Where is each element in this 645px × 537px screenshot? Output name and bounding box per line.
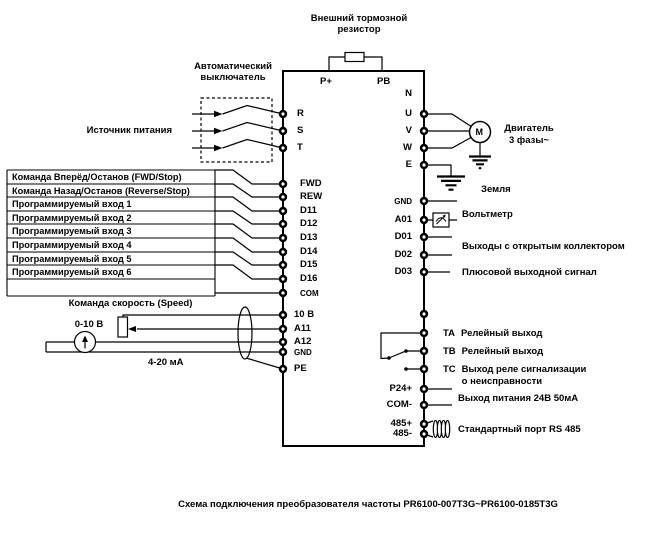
input-row-label: Программируемый вход 1 <box>12 199 132 209</box>
terminal-com: COM <box>300 289 319 298</box>
motor-caption: Двигатель 3 фазы~ <box>498 123 560 146</box>
terminal-p-plus: P+ <box>320 76 332 87</box>
terminal-v: V <box>405 125 412 136</box>
terminal-d15: D15 <box>300 259 318 270</box>
rs485-coil-icon <box>423 419 451 439</box>
input-row-label: Программируемый вход 2 <box>12 212 132 223</box>
relay-contact-icon <box>380 332 424 371</box>
power-source-label: Источник питания <box>86 125 172 136</box>
voltage-range-label: 0-10 В <box>74 318 104 330</box>
external-resistor-line2: резистор <box>337 24 381 35</box>
terminal-ta: TA <box>443 328 455 339</box>
terminal-d14: D14 <box>300 246 318 257</box>
voltmeter-icon <box>424 212 457 228</box>
terminal-pb: PB <box>377 76 391 87</box>
external-resistor-title: Внешний тормозной резистор <box>299 13 419 35</box>
terminal-fwd: FWD <box>300 178 322 189</box>
cable-shield-icon <box>237 306 253 360</box>
voltmeter-label: Вольтметр <box>462 209 513 220</box>
input-switch-wires <box>215 169 283 294</box>
supply-lines <box>192 104 284 152</box>
open-collector-label: Выходы с открытым коллектором <box>462 241 625 252</box>
breaker-title-line2: выключатель <box>200 72 266 83</box>
relay-tc-line2: о неисправности <box>461 375 543 387</box>
terminal-pe: PE <box>294 363 307 374</box>
terminal-s: S <box>297 125 304 136</box>
relay-ta-label: Релейный выход <box>460 328 543 339</box>
terminal-tb: TB <box>443 346 456 357</box>
current-source-icon <box>73 330 97 354</box>
terminal-t: T <box>297 142 303 153</box>
terminal-10v: 10 В <box>294 309 315 320</box>
terminal-tc: TC <box>443 364 456 375</box>
input-row-label: Программируемый вход 4 <box>12 240 132 250</box>
terminal-n: N <box>405 88 412 99</box>
input-row-label: Программируемый вход 5 <box>12 253 132 264</box>
terminal-gnd-left: GND <box>294 348 312 357</box>
power-output-wires <box>424 388 452 406</box>
terminal-r: R <box>297 108 304 119</box>
input-boxes <box>6 169 216 297</box>
motor-caption-line1: Двигатель <box>504 123 554 134</box>
plus-signal-label: Плюсовой выходной сигнал <box>462 266 597 278</box>
relay-tb-row: TB Релейный выход <box>443 346 543 358</box>
terminal-a01: A01 <box>394 214 412 225</box>
motor-caption-line2: 3 фазы~ <box>508 134 550 146</box>
terminal-rew: REW <box>300 191 323 202</box>
terminal-w: W <box>403 142 412 153</box>
relay-tb-label: Релейный выход <box>461 346 544 357</box>
earth-ground-icon <box>424 164 465 191</box>
terminal-d12: D12 <box>300 218 318 229</box>
relay-tc-row: TC Выход реле сигнализации о неисправнос… <box>443 364 586 387</box>
terminal-com-minus: COM- <box>386 399 412 410</box>
terminal-d16: D16 <box>300 273 318 284</box>
terminal-u: U <box>405 108 412 119</box>
motor-wires <box>424 113 473 149</box>
input-row-label: Команда Вперёд/Останов (FWD/Stop) <box>12 172 182 182</box>
terminal-e: E <box>405 159 412 170</box>
input-row-label: Программируемый вход 3 <box>12 226 132 236</box>
terminal-485-minus: 485- <box>392 428 412 439</box>
circuit-breaker-icon <box>200 97 273 163</box>
ground-caption: Земля <box>481 184 511 195</box>
braking-resistor-icon <box>328 51 383 71</box>
current-range-label: 4-20 мА <box>148 356 184 368</box>
motor-symbol: M <box>475 127 484 137</box>
speed-command-label: Команда скорость (Speed) <box>68 298 193 309</box>
breaker-title: Автоматический выключатель <box>183 61 283 83</box>
breaker-title-line1: Автоматический <box>194 61 272 72</box>
collector-output-wires <box>424 236 452 273</box>
terminal-d03: D03 <box>394 266 412 277</box>
input-row-label: Команда Назад/Останов (Reverse/Stop) <box>12 185 190 196</box>
terminal-d11: D11 <box>300 205 317 216</box>
motor-earth-ground-icon <box>469 142 491 170</box>
relay-ta-row: TA Релейный выход <box>443 328 542 340</box>
terminal-p24: P24+ <box>389 383 412 394</box>
diagram-caption: Схема подключения преобразователя частот… <box>178 499 558 510</box>
input-row-label: Программируемый вход 6 <box>12 267 132 277</box>
terminal-d01: D01 <box>394 231 412 242</box>
terminal-d02: D02 <box>394 249 412 260</box>
potentiometer-icon <box>117 314 283 338</box>
rs485-port-label: Стандартный порт RS 485 <box>458 424 581 435</box>
terminal-a12: A12 <box>294 336 312 347</box>
terminal-a11: A11 <box>294 323 311 334</box>
relay-tc-line1: Выход реле сигнализации <box>461 364 587 375</box>
external-resistor-line1: Внешний тормозной <box>310 13 408 24</box>
terminal-gnd-right: GND <box>394 197 412 206</box>
terminal-d13: D13 <box>300 232 318 243</box>
relay-tc-label: Выход реле сигнализации о неисправности <box>462 364 587 387</box>
terminal-485-plus: 485+ <box>390 418 412 429</box>
power-output-label: Выход питания 24В 50мА <box>458 393 579 404</box>
